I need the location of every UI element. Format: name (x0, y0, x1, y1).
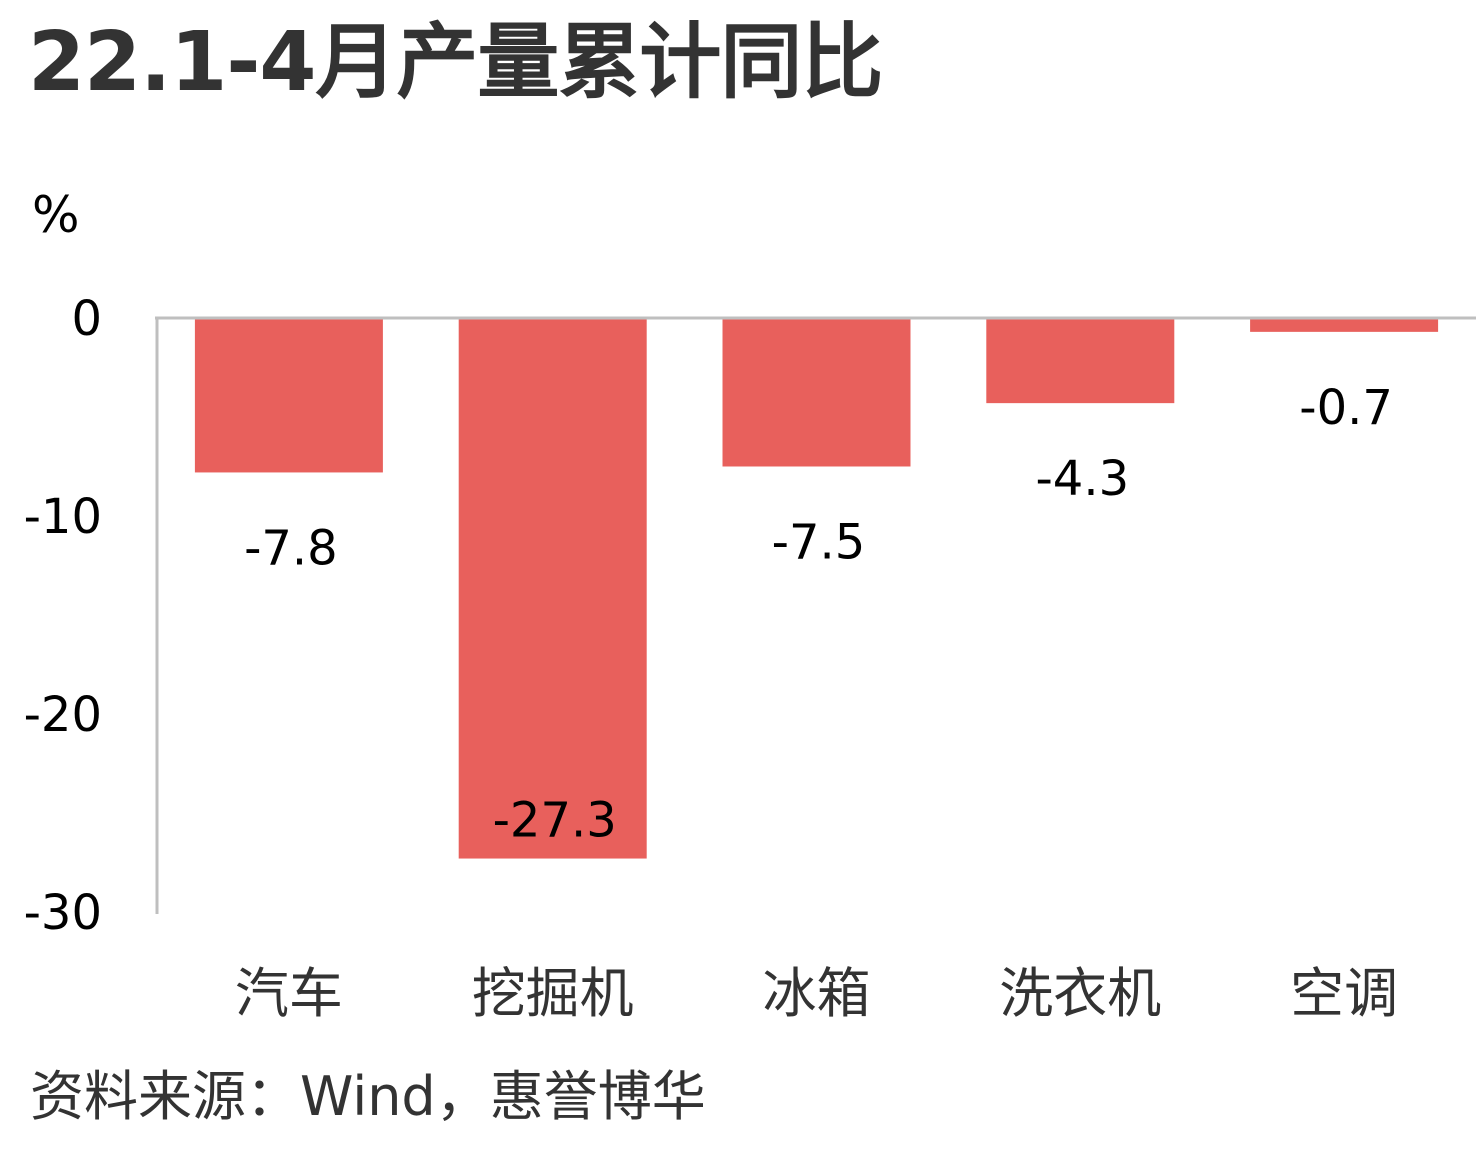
x-category-label: 空调 (1290, 962, 1398, 1025)
bar (986, 318, 1175, 404)
y-tick-label: 0 (71, 291, 102, 347)
y-tick-label: -10 (24, 489, 102, 545)
y-tick-label: -30 (24, 885, 102, 941)
bar (1250, 318, 1439, 332)
y-axis-ticks: 0 -10 -20 -30 (24, 291, 102, 941)
x-category-label: 挖掘机 (472, 962, 634, 1025)
bar (194, 318, 383, 473)
bar (722, 318, 911, 467)
data-label: -0.7 (1299, 380, 1393, 436)
x-axis-category-labels: 汽车 挖掘机 冰箱 洗衣机 空调 (235, 962, 1398, 1025)
x-category-label: 冰箱 (763, 962, 871, 1025)
data-label: -27.3 (493, 793, 617, 849)
y-axis-unit-label: % (32, 186, 80, 244)
x-category-label: 洗衣机 (999, 962, 1161, 1025)
data-labels: -7.8 -27.3 -7.5 -4.3 -0.7 (244, 380, 1393, 849)
bar (458, 318, 647, 859)
data-label: -7.5 (772, 515, 866, 571)
y-tick-label: -20 (24, 687, 102, 743)
source-note: 资料来源：Wind，惠誉博华 (30, 1065, 706, 1128)
bar-series (194, 318, 1439, 859)
axes (155, 316, 1476, 914)
chart-title: 22.1-4月产量累计同比 (28, 15, 883, 110)
data-label: -4.3 (1035, 451, 1129, 507)
x-category-label: 汽车 (235, 962, 343, 1025)
data-label: -7.8 (244, 520, 338, 576)
